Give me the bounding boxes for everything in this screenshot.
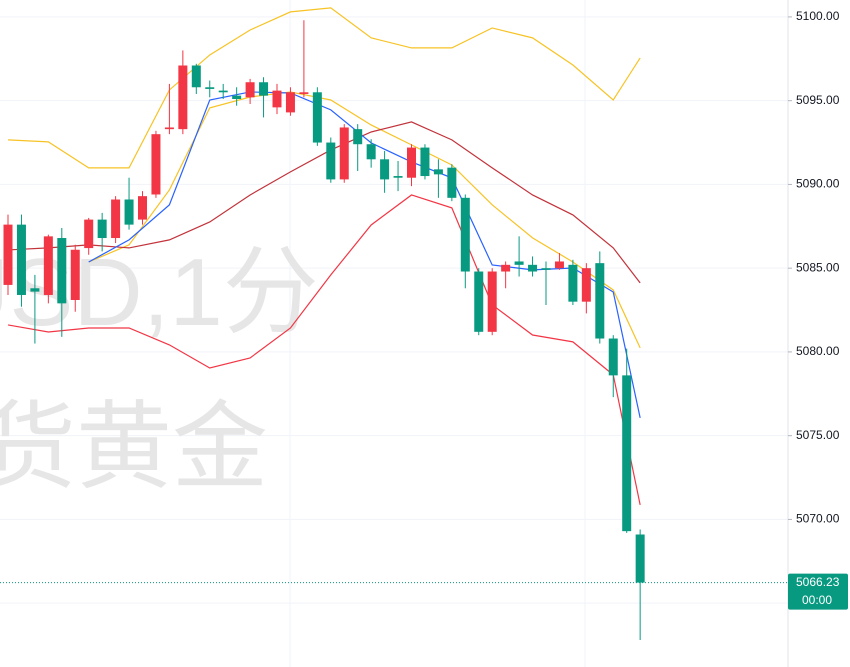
candle-body bbox=[501, 264, 511, 272]
candle-body bbox=[30, 288, 40, 292]
candle-body bbox=[245, 82, 255, 98]
indicator-line bbox=[7, 194, 641, 505]
candle-body bbox=[541, 268, 551, 270]
plot bbox=[3, 7, 645, 641]
y-tick-label: 5075.00 bbox=[796, 428, 840, 442]
candle-body bbox=[487, 271, 497, 332]
candle-body bbox=[232, 95, 242, 99]
candle-body bbox=[151, 134, 161, 195]
last-price-label: 5066.23 bbox=[796, 575, 840, 589]
grid bbox=[0, 16, 788, 604]
candle-body bbox=[285, 92, 295, 113]
candle-body bbox=[447, 167, 457, 198]
y-tick-label: 5095.00 bbox=[796, 93, 840, 107]
candle-body bbox=[218, 90, 228, 93]
candle-body bbox=[259, 82, 269, 96]
candle-body bbox=[339, 127, 349, 180]
candle-body bbox=[3, 224, 13, 285]
watermark: USD,1分 bbox=[0, 239, 319, 346]
candle-body bbox=[124, 199, 134, 225]
candle-body bbox=[57, 238, 67, 304]
candle-body bbox=[420, 147, 430, 177]
candle-body bbox=[568, 264, 578, 302]
candle-body bbox=[554, 261, 564, 269]
candle-body bbox=[70, 249, 80, 300]
candle-body bbox=[366, 144, 376, 160]
candle-body bbox=[97, 219, 107, 239]
candle-body bbox=[380, 159, 390, 180]
y-tick-label: 5080.00 bbox=[796, 344, 840, 358]
candle-body bbox=[84, 219, 94, 249]
candle-body bbox=[191, 65, 201, 88]
candle-body bbox=[272, 90, 282, 108]
candle-body bbox=[326, 142, 336, 180]
candle-body bbox=[514, 261, 524, 265]
candle-body bbox=[178, 65, 188, 130]
y-tick-label: 5100.00 bbox=[796, 9, 840, 23]
candle-body bbox=[299, 92, 309, 94]
candle-body bbox=[43, 236, 53, 295]
candle-body bbox=[353, 129, 363, 145]
candle-body bbox=[433, 169, 443, 175]
last-price-box bbox=[788, 573, 848, 610]
indicator-line bbox=[7, 7, 641, 169]
candle-body bbox=[528, 264, 538, 272]
candle-body bbox=[407, 147, 416, 178]
candle-body bbox=[312, 92, 322, 143]
watermark: 货黄金 bbox=[0, 394, 268, 501]
candle-body bbox=[635, 534, 645, 583]
y-tick-label: 5090.00 bbox=[796, 177, 840, 191]
candle-body bbox=[474, 271, 484, 332]
y-tick-label: 5085.00 bbox=[796, 260, 840, 274]
candle-body bbox=[595, 263, 605, 339]
candle-body bbox=[111, 199, 121, 239]
candle-body bbox=[138, 196, 147, 220]
countdown: 00:00 bbox=[802, 593, 832, 607]
candle-body bbox=[622, 375, 632, 532]
candle-body bbox=[16, 224, 26, 295]
y-tick-label: 5070.00 bbox=[796, 512, 840, 526]
candle-body bbox=[460, 197, 470, 272]
candle-body bbox=[581, 268, 591, 302]
candle-body bbox=[608, 338, 618, 376]
candle-body bbox=[164, 127, 174, 130]
candle-body bbox=[205, 87, 215, 89]
candle-body bbox=[393, 176, 403, 178]
